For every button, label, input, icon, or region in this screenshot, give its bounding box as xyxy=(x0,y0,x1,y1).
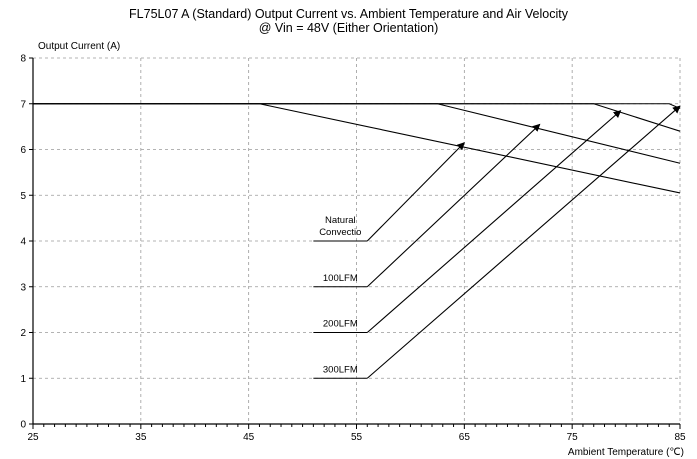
y-tick-label: 3 xyxy=(20,282,26,293)
y-tick-label: 7 xyxy=(20,99,26,110)
annotation-arrow xyxy=(366,105,681,379)
annotation-arrow xyxy=(366,110,622,333)
annotation-label: 200LFM xyxy=(323,319,358,330)
x-tick-label: 85 xyxy=(674,432,686,443)
annotation-arrow xyxy=(366,123,541,288)
y-tick-label: 5 xyxy=(20,191,26,202)
x-tick-label: 35 xyxy=(135,432,147,443)
x-tick-label: 65 xyxy=(459,432,471,443)
y-axis-label: Output Current (A) xyxy=(38,41,120,52)
annotation-label: 100LFM xyxy=(323,273,358,284)
x-tick-label: 55 xyxy=(351,432,363,443)
annotation-label: Natural xyxy=(325,215,356,226)
annotation-label: Convectio xyxy=(319,227,361,238)
axes xyxy=(29,57,681,429)
y-tick-label: 4 xyxy=(20,237,26,248)
annotation-label: 300LFM xyxy=(323,364,358,375)
chart-subtitle: @ Vin = 48V (Either Orientation) xyxy=(258,21,439,35)
x-tick-label: 25 xyxy=(27,432,39,443)
x-tick-label: 45 xyxy=(243,432,255,443)
annotation-arrow xyxy=(366,142,465,242)
y-tick-label: 8 xyxy=(20,54,26,65)
y-tick-label: 1 xyxy=(20,374,26,385)
x-tick-label: 75 xyxy=(567,432,579,443)
y-tick-label: 0 xyxy=(20,420,26,431)
y-tick-label: 6 xyxy=(20,145,26,156)
x-axis-label: Ambient Temperature (℃) xyxy=(568,447,684,458)
y-tick-label: 2 xyxy=(20,328,26,339)
chart-title: FL75L07 A (Standard) Output Current vs. … xyxy=(129,7,568,21)
